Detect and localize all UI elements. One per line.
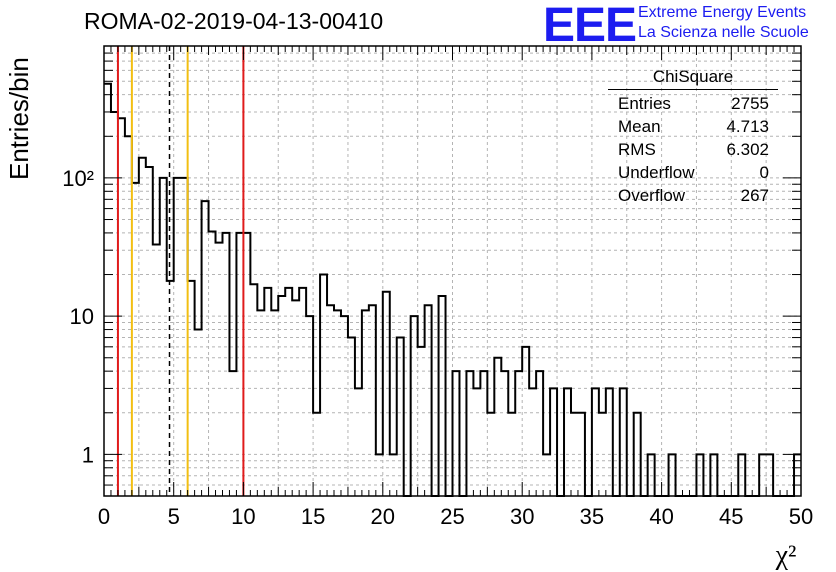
histogram-bin [397,338,404,496]
x-axis-label: χ² [775,540,797,571]
y-tick-label: 1 [82,442,94,467]
x-tick-label: 35 [580,504,604,529]
histogram-bin [111,112,118,496]
histogram-bin [306,316,313,496]
x-tick-label: 15 [301,504,325,529]
eee-logo: EEE [543,0,637,52]
histogram-bin [494,358,501,496]
y-axis-label: Entries/bin [4,57,34,180]
stats-value: 2755 [731,94,769,113]
histogram-bin [299,288,306,496]
stats-row-underflow: Underflow 0 [608,161,778,184]
axis-ticks [103,45,802,497]
histogram-bin [160,178,167,496]
stats-value: 6.302 [726,140,769,159]
histogram-bin [522,347,529,496]
histogram-bin [181,178,188,496]
stats-label: Entries [618,94,671,113]
histogram-bin [320,275,327,496]
stats-title: ChiSquare [652,67,734,86]
histogram-bin [418,347,425,496]
histogram-bin [236,233,243,496]
histogram-bin [473,388,480,496]
histogram-bin [285,288,292,496]
stats-box: ChiSquare Entries 2755 Mean 4.713 RMS 6.… [608,66,778,207]
histogram-bin [341,316,348,496]
stats-label: Overflow [618,186,686,205]
histogram-bin [453,371,460,496]
stats-value: 4.713 [726,117,769,136]
logo-line-1: Extreme Energy Events [638,4,807,21]
histogram-bin [229,371,236,496]
histogram-bin [132,183,139,496]
histogram-bin [620,388,627,496]
histogram-bin [536,371,543,496]
histogram-bin [216,243,223,496]
histogram-bin [146,167,153,496]
tick-labels: 0 5 10 15 20 25 30 35 40 45 50 1 10 10² [62,166,813,529]
x-tick-label: 30 [510,504,534,529]
histogram-bin [104,84,111,496]
histogram-bin [278,296,285,496]
histogram-bin [439,296,446,496]
stats-row-overflow: Overflow 267 [608,184,778,207]
histogram-bin [174,178,181,496]
histogram-bin [529,388,536,496]
histogram-bin [264,288,271,496]
histogram-bin [515,371,522,496]
stats-value: 267 [740,186,769,205]
stats-divider [608,89,778,90]
histogram-bin [606,388,613,496]
x-tick-label: 20 [371,504,395,529]
stats-value: 0 [759,163,769,182]
logo-caption: Extreme Energy Events La Scienza nelle S… [638,3,809,43]
y-tick-label: 10 [70,304,94,329]
y-tick-label: 10² [62,166,94,191]
histogram-bin [501,371,508,496]
stats-row-entries: Entries 2755 [608,92,778,115]
x-tick-label: 25 [440,504,464,529]
logo-line-2: La Scienza nelle Scuole [638,24,809,41]
x-tick-label: 5 [168,504,180,529]
histogram-bin [355,388,362,496]
x-tick-label: 45 [719,504,743,529]
histogram-bin [466,371,473,496]
marker-lines [116,46,245,496]
x-tick-label: 10 [231,504,255,529]
stats-row-rms: RMS 6.302 [608,138,778,161]
histogram-bin [153,244,160,496]
stats-row-mean: Mean 4.713 [608,115,778,138]
histogram-bin [411,316,418,496]
stats-label: Underflow [618,163,695,182]
histogram-bin [348,338,355,496]
x-tick-label: 50 [789,504,813,529]
histogram-bin [550,388,557,496]
histogram-bin [243,233,250,496]
stats-label: RMS [618,140,656,159]
x-tick-label: 40 [649,504,673,529]
histogram-bin [222,233,229,496]
histogram-bin [592,388,599,496]
chart-title: ROMA-02-2019-04-13-00410 [84,8,384,34]
histogram-bin [118,118,125,496]
histogram-bin [202,201,209,496]
histogram-bin [564,388,571,496]
stats-label: Mean [618,117,661,136]
x-tick-label: 0 [98,504,110,529]
histogram-bin [209,231,216,496]
histogram-bin [480,371,487,496]
